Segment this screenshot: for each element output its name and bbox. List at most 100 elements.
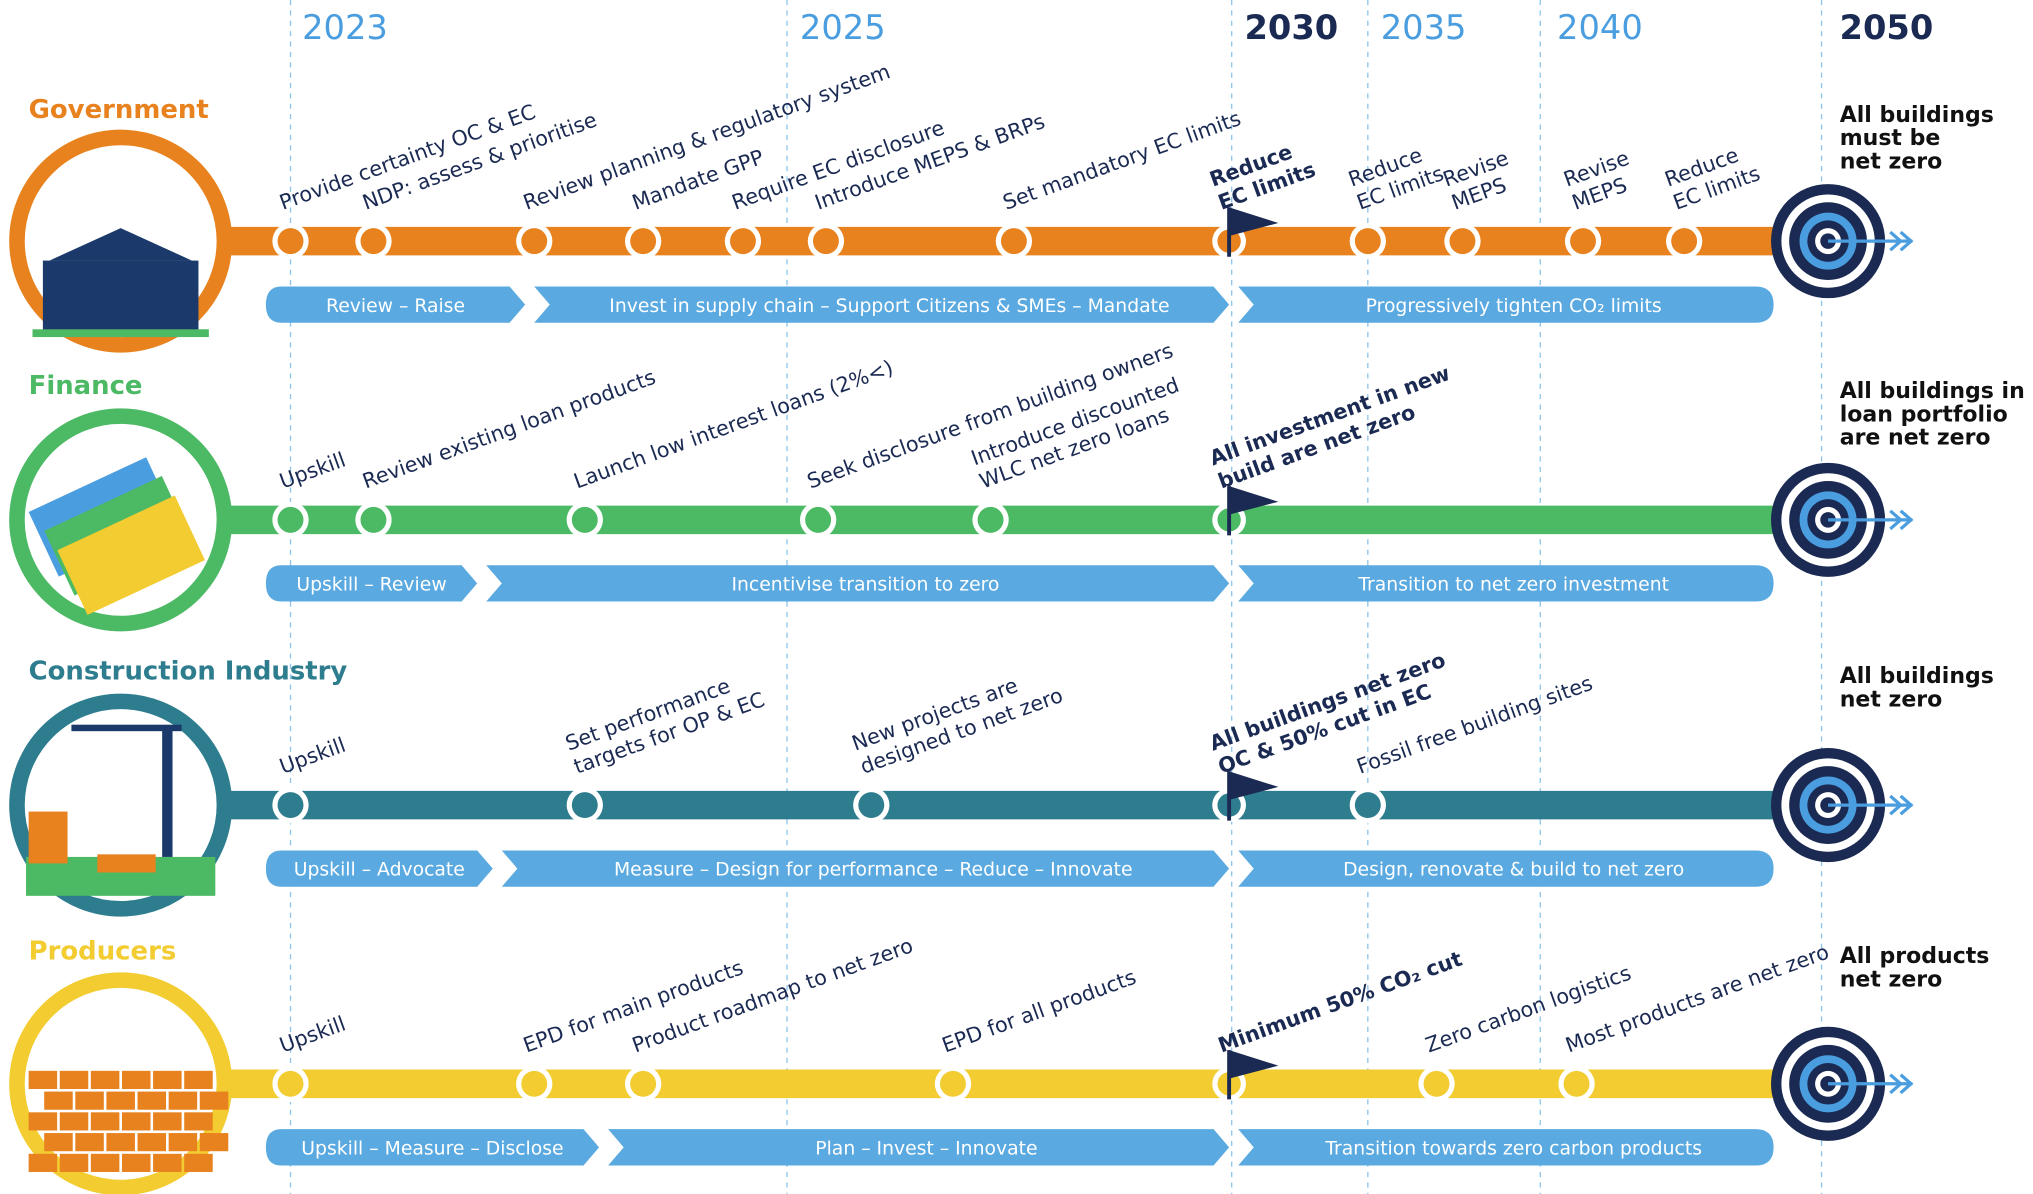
icon-brick bbox=[60, 1112, 89, 1130]
icon-brick bbox=[169, 1092, 198, 1110]
year-label: 2050 bbox=[1840, 8, 1934, 47]
milestone-dot-inner bbox=[940, 1071, 966, 1097]
icon-brick bbox=[91, 1112, 120, 1130]
year-label: 2023 bbox=[302, 8, 388, 47]
milestone-dot-inner bbox=[278, 228, 304, 254]
phase-label: Transition towards zero carbon products bbox=[1324, 1138, 1702, 1159]
icon-brick bbox=[29, 1071, 58, 1089]
milestone-dot-inner bbox=[1355, 228, 1381, 254]
milestone-dot-inner bbox=[278, 792, 304, 818]
icon-brick bbox=[29, 1154, 58, 1172]
milestone-dot-inner bbox=[858, 792, 884, 818]
lane-title: Finance bbox=[29, 371, 143, 401]
milestone-text: EPD for all products bbox=[939, 965, 1140, 1058]
icon-brick bbox=[60, 1154, 89, 1172]
goal-text: must be bbox=[1840, 126, 1941, 151]
milestone-label: Upskill bbox=[276, 1011, 349, 1057]
icon-brick bbox=[44, 1092, 73, 1110]
icon-shape bbox=[162, 727, 172, 857]
icon-brick bbox=[184, 1112, 213, 1130]
icon-shape bbox=[71, 725, 181, 731]
milestone-label: ReduceEC limits bbox=[1206, 134, 1318, 215]
milestone-label: Upskill bbox=[276, 733, 349, 779]
icon-shape bbox=[29, 812, 68, 864]
year-label: 2035 bbox=[1381, 8, 1467, 47]
milestone-dot-inner bbox=[1564, 1071, 1590, 1097]
roadmap: 202320252030203520402050GovernmentProvid… bbox=[0, 0, 2033, 1194]
milestone-dot-inner bbox=[730, 228, 756, 254]
milestone-text: Upskill bbox=[276, 733, 349, 779]
icon-brick bbox=[75, 1133, 104, 1151]
phase-label: Review – Raise bbox=[326, 296, 465, 317]
icon-brick bbox=[122, 1154, 151, 1172]
phase-label: Design, renovate & build to net zero bbox=[1343, 860, 1684, 881]
icon-shape bbox=[43, 261, 199, 332]
lane-title: Construction Industry bbox=[29, 656, 348, 686]
milestone-label: EPD for all products bbox=[939, 965, 1140, 1058]
milestone-dot-inner bbox=[1671, 228, 1697, 254]
phase-label: Upskill – Measure – Disclose bbox=[301, 1138, 563, 1159]
milestone-label: Upskill bbox=[276, 447, 349, 493]
milestone-text: Most products are net zero bbox=[1562, 940, 1832, 1058]
icon-brick bbox=[91, 1154, 120, 1172]
icon-brick bbox=[200, 1092, 229, 1110]
phase-label: Invest in supply chain – Support Citizen… bbox=[609, 296, 1169, 317]
icon-brick bbox=[44, 1133, 73, 1151]
phase-label: Measure – Design for performance – Reduc… bbox=[614, 860, 1133, 881]
icon-brick bbox=[138, 1133, 167, 1151]
milestone-label: Most products are net zero bbox=[1562, 940, 1832, 1058]
milestone-dot-inner bbox=[630, 1071, 656, 1097]
icon-brick bbox=[75, 1092, 104, 1110]
icon-brick bbox=[153, 1071, 182, 1089]
milestone-dot-inner bbox=[361, 507, 387, 533]
goal-text: All buildings bbox=[1840, 103, 1994, 128]
icon-brick bbox=[153, 1112, 182, 1130]
goal-text: net zero bbox=[1840, 968, 1943, 993]
milestone-dot-inner bbox=[1001, 228, 1027, 254]
goal-text: All buildings in bbox=[1840, 379, 2025, 404]
milestone-dot-inner bbox=[572, 792, 598, 818]
icon-brick bbox=[106, 1092, 135, 1110]
milestone-dot-inner bbox=[630, 228, 656, 254]
goal-text: All products bbox=[1840, 944, 1990, 969]
milestone-dot-inner bbox=[521, 1071, 547, 1097]
icon-shape bbox=[97, 854, 155, 872]
phase-label: Progressively tighten CO₂ limits bbox=[1366, 296, 1662, 317]
goal-text: are net zero bbox=[1840, 426, 1991, 451]
lane-title: Producers bbox=[29, 936, 177, 966]
milestone-dot-inner bbox=[813, 228, 839, 254]
milestone-dot-inner bbox=[278, 1071, 304, 1097]
milestone-dot-inner bbox=[521, 228, 547, 254]
icon-brick bbox=[60, 1071, 89, 1089]
milestone-dot-inner bbox=[278, 507, 304, 533]
icon-brick bbox=[106, 1133, 135, 1151]
year-label: 2025 bbox=[800, 8, 886, 47]
goal-text: net zero bbox=[1840, 150, 1943, 175]
icon-brick bbox=[184, 1154, 213, 1172]
lane-title: Government bbox=[29, 95, 209, 125]
milestone-label: New projects aredesigned to net zero bbox=[849, 660, 1066, 779]
icon-brick bbox=[29, 1112, 58, 1130]
icon-brick bbox=[138, 1092, 167, 1110]
icon-brick bbox=[122, 1112, 151, 1130]
milestone-dot-inner bbox=[1424, 1071, 1450, 1097]
goal-text: All buildings bbox=[1840, 664, 1994, 689]
icon-brick bbox=[200, 1133, 229, 1151]
phase-label: Incentivise transition to zero bbox=[731, 575, 999, 596]
icon-brick bbox=[91, 1071, 120, 1089]
year-label: 2030 bbox=[1244, 8, 1338, 47]
milestone-dot-inner bbox=[1355, 792, 1381, 818]
icon-brick bbox=[153, 1154, 182, 1172]
icon-brick bbox=[169, 1133, 198, 1151]
phase-label: Transition to net zero investment bbox=[1357, 575, 1669, 596]
icon-brick bbox=[122, 1071, 151, 1089]
phase-label: Upskill – Advocate bbox=[294, 860, 465, 881]
milestone-label: All buildings net zeroOC & 50% cut in EC bbox=[1206, 648, 1457, 779]
milestone-dot-inner bbox=[361, 228, 387, 254]
